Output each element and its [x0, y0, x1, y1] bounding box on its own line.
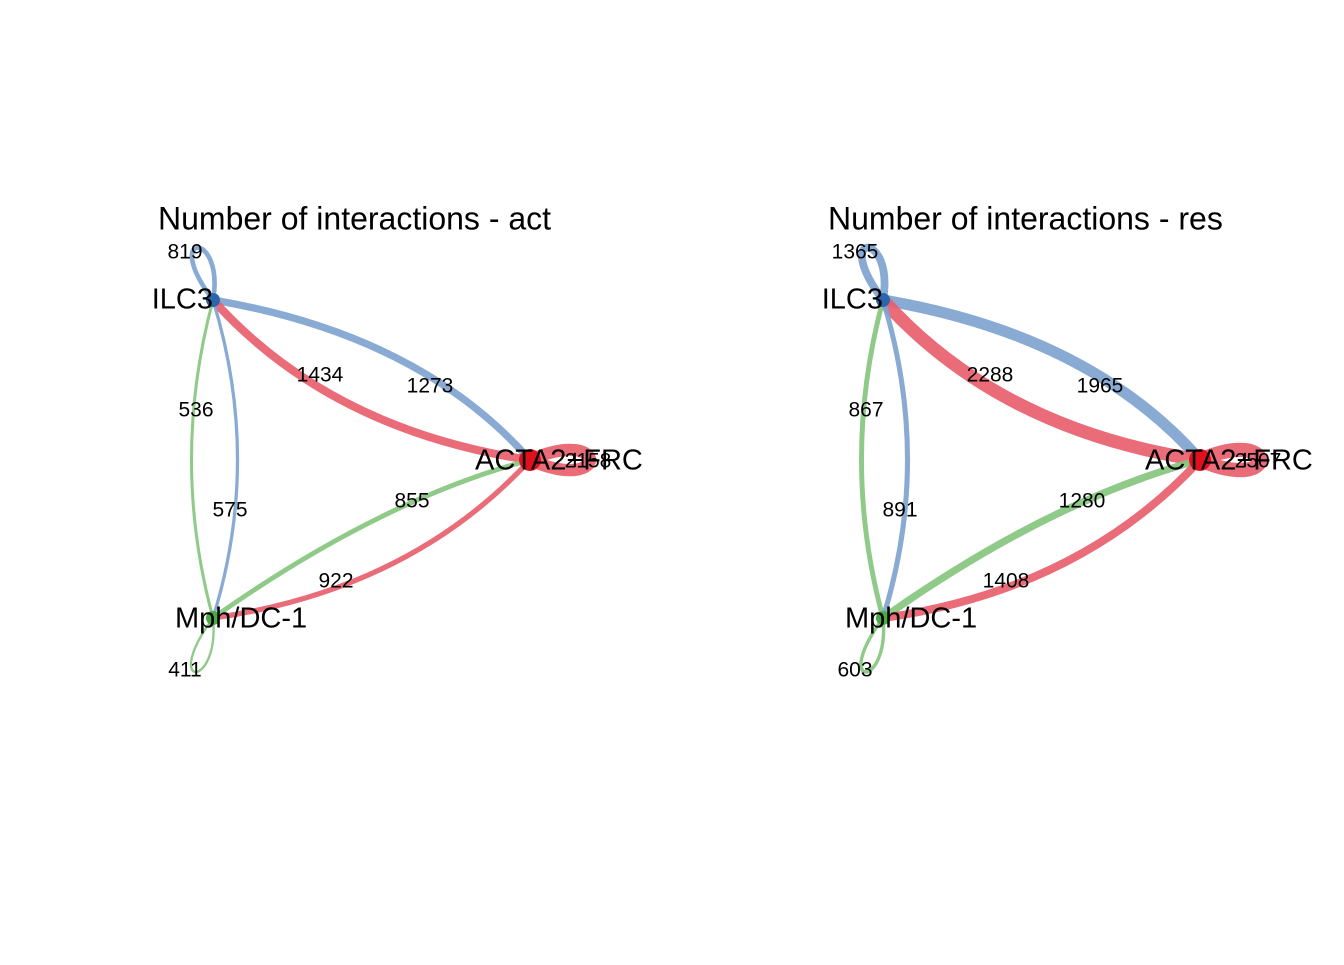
edge — [210, 457, 533, 621]
edge-label: 1434 — [297, 364, 344, 387]
node — [876, 293, 890, 307]
edge — [878, 455, 1205, 623]
edge-label: 819 — [167, 241, 202, 264]
edge — [189, 616, 215, 673]
node-label: ACTA2+FRC — [475, 445, 643, 477]
edge — [190, 298, 215, 620]
edge — [189, 245, 217, 303]
edge-label: 1273 — [407, 375, 454, 398]
edge-label: 1365 — [832, 241, 879, 264]
edge-label: 603 — [837, 659, 872, 682]
edge-label: 575 — [212, 499, 247, 522]
network-plot: Number of interactions - res 1365 1965 2288… — [822, 200, 1313, 681]
edge — [211, 298, 240, 620]
edge — [880, 297, 910, 621]
edge — [1192, 442, 1267, 478]
node — [1189, 449, 1211, 471]
edge — [210, 457, 533, 621]
node-label: Mph/DC-1 — [845, 603, 977, 635]
network-plot: Number of interactions - act 819 1273 1434 5… — [152, 200, 643, 681]
node — [519, 449, 541, 471]
plot-title: Number of interactions - res — [828, 200, 1223, 236]
edge-label: 1280 — [1059, 490, 1106, 513]
edge-label: 2158 — [565, 450, 612, 473]
edge — [876, 293, 1207, 467]
edge — [523, 443, 596, 477]
edge-label: 922 — [318, 570, 353, 593]
node — [876, 611, 890, 625]
edge-label: 867 — [848, 399, 883, 422]
edge — [859, 297, 886, 621]
node — [206, 293, 220, 307]
edge-label: 891 — [882, 499, 917, 522]
edge — [209, 296, 534, 464]
edge — [858, 243, 889, 304]
node — [206, 611, 220, 625]
edge-label: 2507 — [1235, 450, 1282, 473]
node-label: ACTA2+FRC — [1145, 445, 1313, 477]
plot-title: Number of interactions - act — [158, 200, 551, 236]
node-label: ILC3 — [152, 284, 213, 316]
edge — [877, 294, 1206, 466]
edge-label: 536 — [178, 399, 213, 422]
edge-label: 411 — [168, 659, 201, 682]
edge-label: 1408 — [983, 570, 1030, 593]
edge-label: 2288 — [967, 364, 1014, 387]
edge — [208, 295, 535, 465]
node-label: ILC3 — [822, 284, 883, 316]
edge — [859, 616, 886, 674]
edge-label: 1965 — [1077, 375, 1124, 398]
edge — [879, 456, 1204, 622]
node-label: Mph/DC-1 — [175, 603, 307, 635]
edge-label: 855 — [394, 490, 429, 513]
